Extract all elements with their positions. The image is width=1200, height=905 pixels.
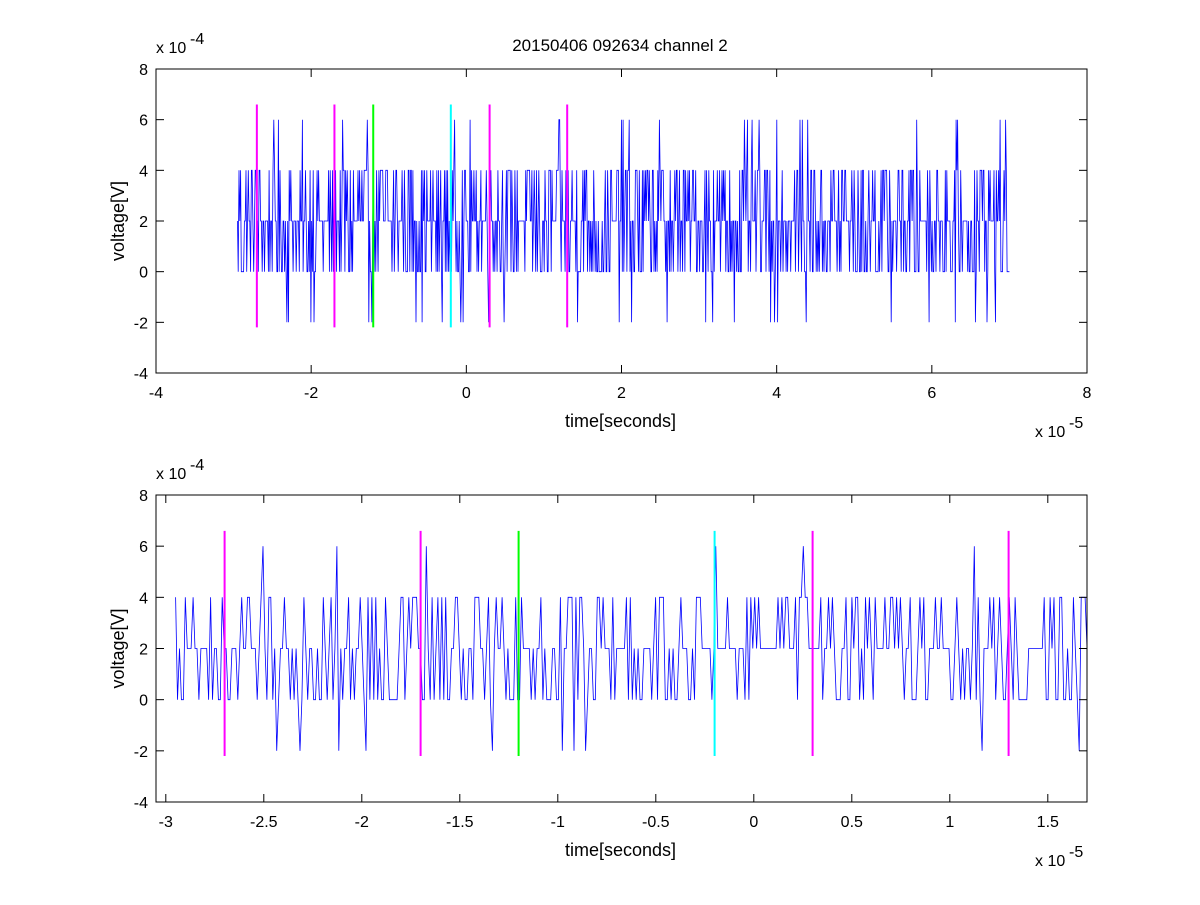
bottom-plot: -3 -2.5 -2 -1.5 -1 -0.5 0 0.5 1 1.5 -4 -2 0 2 4 6 8 time[… [108,457,1088,870]
signal-trace [175,546,1088,751]
y-tick-label: 0 [139,693,148,710]
y-tick-label: 2 [139,214,148,231]
x-tick-label: 4 [772,385,781,402]
x-multiplier-exponent: -5 [1069,844,1083,861]
y-tick-label: -4 [134,366,148,383]
y-tick-label: 8 [139,488,148,505]
x-tick-label: 1.5 [1037,814,1059,831]
y-tick-label: 6 [139,539,148,556]
figure-title: 20150406 092634 channel 2 [512,36,728,55]
x-tick-label: -1 [551,814,565,831]
y-multiplier-label: x 10 [156,40,186,57]
x-tick-label: -4 [149,385,163,402]
y-tick-label: 4 [139,163,148,180]
y-tick-label: 2 [139,642,148,659]
y-multiplier-exponent: -4 [190,457,204,474]
x-tick-label: 2 [617,385,626,402]
x-tick-label: 8 [1083,385,1092,402]
x-multiplier-label: x 10 [1035,424,1065,441]
x-tick-label: 0 [749,814,758,831]
y-multiplier-label: x 10 [156,466,186,483]
y-tick-label: 6 [139,113,148,130]
x-tick-label: -2.5 [250,814,278,831]
x-tick-label: -2 [355,814,369,831]
x-tick-label: -3 [159,814,173,831]
y-tick-label: -4 [134,795,148,812]
y-tick-label: 8 [139,62,148,79]
x-tick-label: 0.5 [841,814,863,831]
top-plot: -4 -2 0 2 4 6 8 -4 -2 0 2 4 6 8 time[seconds] voltage[V… [108,31,1092,441]
signal-trace [237,119,1010,323]
y-tick-label: 4 [139,590,148,607]
y-axis-label: voltage[V] [108,181,128,261]
x-axis-label: time[seconds] [565,840,676,860]
x-tick-label: 6 [927,385,936,402]
x-tick-label: -0.5 [642,814,670,831]
y-tick-label: 0 [139,265,148,282]
y-multiplier-exponent: -4 [190,31,204,48]
x-multiplier-exponent: -5 [1069,415,1083,432]
x-axis-label: time[seconds] [565,411,676,431]
x-tick-label: 0 [462,385,471,402]
x-multiplier-label: x 10 [1035,853,1065,870]
y-tick-label: -2 [134,744,148,761]
y-tick-label: -2 [134,315,148,332]
x-tick-label: -1.5 [446,814,474,831]
x-tick-label: -2 [304,385,318,402]
y-axis-label: voltage[V] [108,608,128,688]
x-tick-label: 1 [945,814,954,831]
